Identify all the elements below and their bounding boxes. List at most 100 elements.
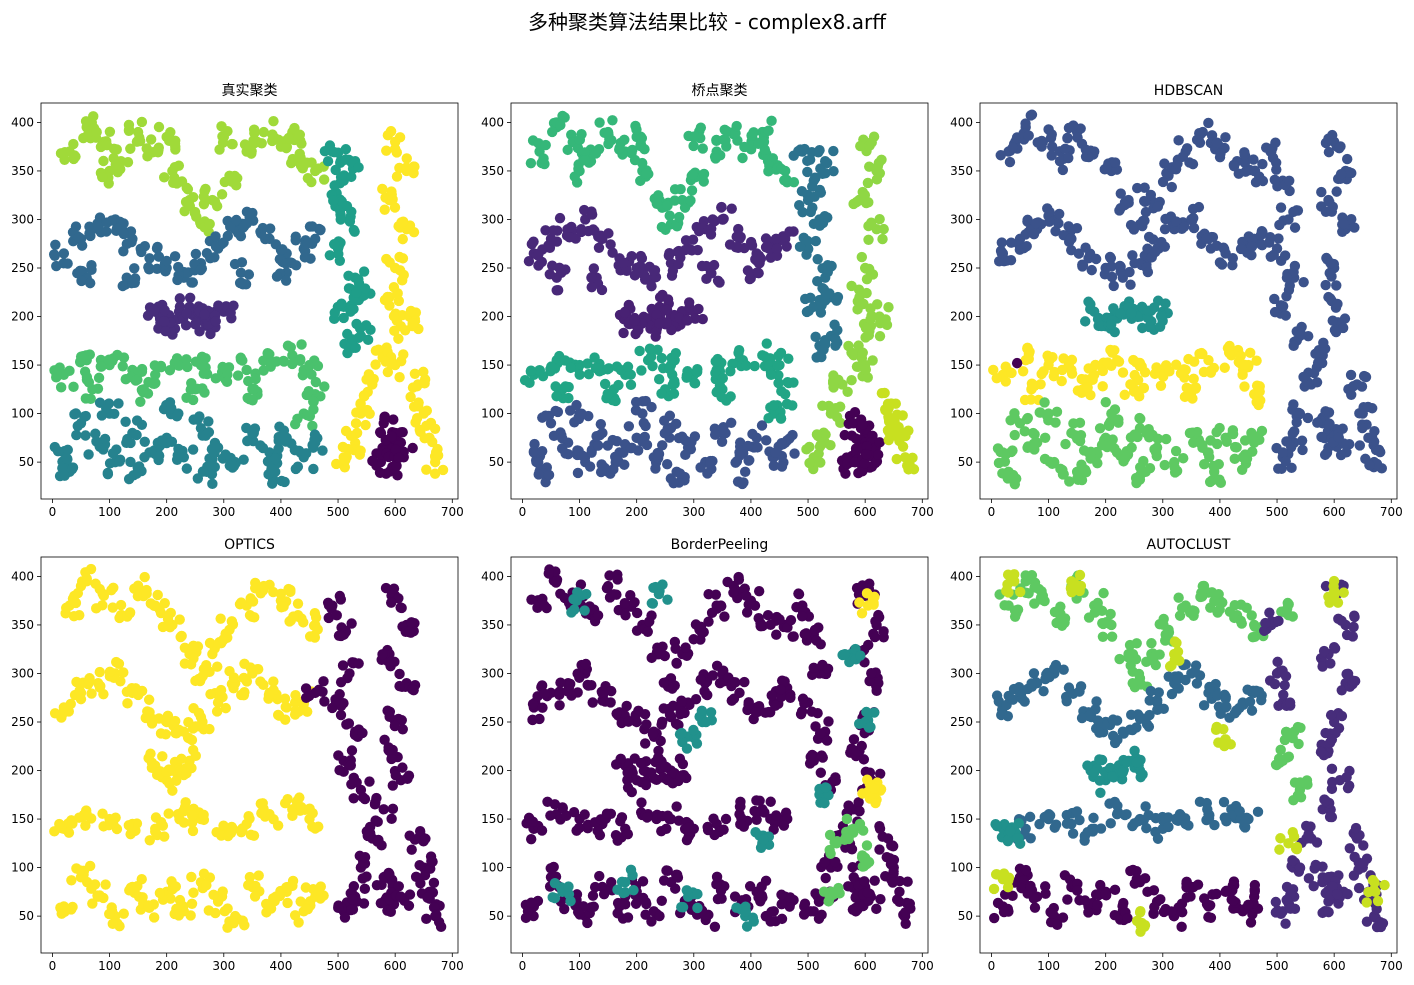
scatter-point <box>634 345 645 357</box>
scatter-point <box>125 456 136 468</box>
scatter-point <box>155 607 167 619</box>
scatter-point <box>703 589 714 600</box>
scatter-point <box>1283 751 1295 762</box>
scatter-point <box>1246 610 1257 621</box>
scatter-point <box>590 148 602 159</box>
scatter-point <box>716 600 727 612</box>
scatter-point <box>693 303 704 315</box>
scatter-point <box>1158 619 1169 631</box>
scatter-point <box>1131 477 1142 489</box>
scatter-point <box>759 351 770 362</box>
scatter-point <box>258 126 269 138</box>
scatter-point <box>776 461 788 472</box>
scatter-point <box>1152 201 1164 212</box>
scatter-point <box>1021 241 1032 252</box>
scatter-point <box>1056 375 1067 387</box>
scatter-point <box>1209 595 1220 607</box>
scatter-point <box>195 264 206 276</box>
scatter-point <box>377 183 388 195</box>
scatter-point <box>1151 362 1162 373</box>
scatter-point <box>680 449 691 461</box>
scatter-point <box>204 637 216 649</box>
scatter-point <box>1109 404 1121 415</box>
scatter-point <box>601 808 613 819</box>
scatter-point <box>287 350 298 361</box>
scatter-point <box>122 157 134 168</box>
subplot-title: BorderPeeling <box>671 537 769 553</box>
scatter-point <box>744 273 756 285</box>
scatter-point <box>1213 459 1224 470</box>
x-tick-label: 100 <box>98 505 121 519</box>
scatter-point <box>374 467 386 478</box>
scatter-point <box>766 115 777 127</box>
scatter-point <box>319 145 331 157</box>
scatter-point <box>861 840 873 851</box>
scatter-point <box>228 917 239 929</box>
scatter-point <box>359 283 371 294</box>
x-tick-label: 400 <box>269 959 292 973</box>
scatter-point <box>187 744 199 756</box>
scatter-point <box>118 352 130 363</box>
scatter-point <box>686 185 698 196</box>
scatter-point <box>873 449 884 460</box>
scatter-point <box>1147 652 1158 663</box>
scatter-point <box>379 414 390 425</box>
scatter-point <box>1092 597 1103 609</box>
scatter-point <box>1325 257 1336 269</box>
scatter-point <box>1201 233 1212 244</box>
scatter-point <box>758 834 769 845</box>
scatter-point <box>784 892 796 903</box>
scatter-point <box>232 370 244 381</box>
scatter-point <box>710 367 721 379</box>
subplot-title: OPTICS <box>224 537 275 553</box>
scatter-point <box>667 379 679 390</box>
scatter-point <box>91 603 102 614</box>
scatter-point <box>1250 685 1262 696</box>
scatter-point <box>1063 682 1075 693</box>
scatter-point <box>1247 632 1259 643</box>
scatter-point <box>768 400 779 411</box>
scatter-point <box>560 448 571 459</box>
scatter-point <box>746 240 758 251</box>
scatter-point <box>227 138 238 150</box>
scatter-point <box>1176 602 1188 614</box>
scatter-point <box>266 464 278 475</box>
scatter-point <box>1246 241 1258 252</box>
scatter-point <box>1159 241 1171 252</box>
scatter-point <box>265 903 277 914</box>
scatter-point <box>528 446 540 457</box>
scatter-point <box>675 183 686 195</box>
scatter-point <box>85 393 96 405</box>
scatter-point <box>210 907 221 919</box>
scatter-point <box>144 253 155 264</box>
scatter-point <box>250 373 261 385</box>
y-tick-label: 100 <box>11 407 34 421</box>
scatter-point <box>159 597 170 609</box>
scatter-point <box>564 678 576 690</box>
scatter-point <box>118 908 129 919</box>
scatter-point <box>554 212 566 224</box>
scatter-point <box>1125 279 1136 290</box>
scatter-point <box>586 447 597 458</box>
scatter-point <box>1106 347 1118 358</box>
scatter-point <box>846 374 857 386</box>
scatter-point <box>815 767 827 778</box>
scatter-point <box>1039 811 1050 823</box>
scatter-point <box>551 391 562 402</box>
scatter-point <box>318 174 330 185</box>
scatter-point <box>622 828 634 840</box>
scatter-point <box>95 680 106 692</box>
scatter-point <box>897 441 909 452</box>
scatter-point <box>599 378 611 390</box>
scatter-point <box>294 792 305 803</box>
scatter-point <box>728 693 740 704</box>
scatter-point <box>1221 436 1232 447</box>
scatter-point <box>621 700 632 712</box>
scatter-point <box>717 373 729 384</box>
scatter-point <box>867 355 878 366</box>
scatter-point <box>54 818 65 830</box>
scatter-point <box>220 702 231 714</box>
scatter-point <box>86 688 97 699</box>
x-tick-label: 700 <box>1380 505 1403 519</box>
scatter-point <box>1181 382 1193 394</box>
